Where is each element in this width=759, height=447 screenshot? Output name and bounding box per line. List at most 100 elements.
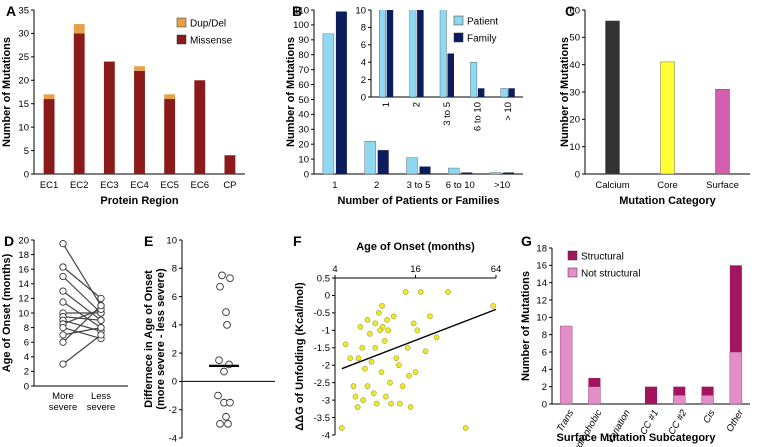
- panel-a-x-tick-label: EC6: [191, 180, 209, 191]
- panel-f-y-tick-label: -1.5: [314, 343, 330, 354]
- panel-e-point: [224, 420, 232, 428]
- panel-b-inset-bar-patient: [439, 10, 447, 97]
- panel-b-x-tick-label: 6 to 10: [446, 180, 475, 191]
- panel-a-y-tick-label: 10: [18, 122, 29, 133]
- panel-a-ylabel: Number of Mutations: [1, 37, 13, 147]
- panel-d-point-less-severe: [97, 302, 105, 310]
- panel-f-point: [414, 327, 421, 334]
- panel-b-inset-bar-family: [447, 53, 454, 97]
- panel-a-bar-missense: [164, 99, 176, 174]
- panel-c-y-tick-label: 30: [569, 87, 580, 98]
- panel-f-point: [445, 289, 451, 295]
- panel-b-bar-patient: [322, 33, 335, 175]
- panel-a-x-tick-label: EC5: [160, 180, 178, 191]
- panel-g-y-tick-label: 16: [536, 261, 547, 272]
- panel-g-legend-not-structural-swatch: [567, 267, 578, 278]
- panel-e-point: [223, 321, 231, 329]
- panel-b-y-tick-label: 80: [298, 50, 309, 61]
- panel-label-b: B: [292, 3, 302, 19]
- panel-d-pair-line: [62, 305, 102, 343]
- panel-d-x-tick-line: severe: [49, 402, 78, 413]
- panel-d-x-tick-label: More severe: [49, 391, 78, 413]
- panel-f-y-tick-label: -2.5: [314, 378, 330, 389]
- panel-d-y-tick-label: 6: [24, 338, 29, 349]
- panel-b-xlabel: Number of Patients or Families: [338, 195, 500, 207]
- panel-b-x-tick-label: 3 to 5: [407, 180, 431, 191]
- panel-b-inset-y-tick-label: 10: [355, 5, 366, 16]
- panel-g-x-tick-label: Cis: [701, 408, 718, 426]
- panel-b-inset-bar-family: [386, 10, 394, 97]
- panel-c-x-tick-label: Calcium: [595, 180, 629, 191]
- panel-a-x-tick-label: EC4: [130, 180, 148, 191]
- panel-b-legend-patient-label: Patient: [467, 17, 498, 28]
- panel-f-y-tick-label: 0.5: [317, 273, 330, 284]
- panel-f-point: [427, 313, 433, 320]
- panel-d-y-tick-label: 12: [18, 294, 29, 305]
- panel-f-point: [379, 303, 385, 309]
- panel-d-point-less-severe: [97, 294, 105, 303]
- panel-d-y-tick-label: 8: [24, 323, 29, 334]
- panel-d-y-tick-label: 0: [24, 381, 29, 392]
- panel-e-point: [220, 367, 228, 376]
- panel-b-y-tick-label: 40: [298, 110, 309, 121]
- panel-f-point: [375, 310, 382, 316]
- panel-g-bar-not-structural: [729, 351, 743, 405]
- panel-b-y-tick-label: 20: [298, 139, 309, 150]
- panel-g-x-tick-label: Trans: [555, 408, 576, 434]
- panel-b-inset-bar-family: [508, 88, 515, 97]
- panel-e-point: [218, 271, 226, 280]
- panel-label-f: F: [293, 233, 302, 249]
- panel-a-y-tick-label: 0: [24, 169, 29, 180]
- panel-e-y-tick-label: 2: [172, 348, 177, 359]
- panel-f-point: [362, 365, 368, 372]
- panel-f-point: [354, 404, 361, 410]
- panel-b-y-tick-label: 50: [298, 95, 309, 106]
- panel-g-y-tick-label: 14: [536, 278, 547, 289]
- panel-b-inset-bar-patient: [379, 10, 386, 97]
- panel-d-x-tick-line: Less: [91, 391, 111, 402]
- panel-a-y-tick-label: 30: [18, 29, 29, 40]
- panel-b-y-tick-label: 100: [293, 20, 309, 31]
- panel-f-y-tick-label: -4: [322, 430, 330, 441]
- panel-d-point-less-severe: [97, 323, 105, 332]
- panel-e-ylabel-line: Differnece in Age of Onset: [143, 270, 155, 408]
- panel-d-y-tick-label: 2: [24, 367, 29, 378]
- panel-d-x-tick-line: More: [52, 391, 74, 402]
- panel-f-point: [410, 320, 417, 327]
- panel-d-y-tick-label: 10: [18, 308, 29, 319]
- panel-d-y-tick-label: 4: [24, 352, 29, 363]
- panel-d-point-more-severe: [59, 298, 67, 306]
- panel-d-x-tick-line: severe: [87, 402, 116, 413]
- panel-f-ylabel: ΔΔG of Unfolding (Kcal/mol): [294, 282, 306, 431]
- panel-f-point: [364, 317, 371, 323]
- panel-d-point-more-severe: [59, 338, 67, 346]
- panel-g-y-tick-label: 18: [536, 243, 547, 254]
- panel-f-point: [382, 393, 389, 400]
- panel-b-inset-bar-patient: [500, 88, 508, 97]
- panel-d-pair-line: [62, 290, 102, 321]
- panel-e-y-tick-label: 6: [172, 292, 177, 303]
- panel-a-bar-missense: [224, 155, 236, 174]
- panel-b-inset-x-tick-label: > 10: [503, 102, 514, 121]
- panel-f-point: [342, 341, 349, 348]
- panel-d-point-less-severe: [97, 316, 105, 324]
- panel-f-point: [395, 362, 402, 369]
- panel-f-y-tick-label: -3.5: [314, 413, 330, 424]
- panel-b-y-tick-label: 10: [298, 154, 309, 165]
- panel-g-y-tick-label: 2: [542, 382, 547, 393]
- panel-b-inset-bg: [371, 10, 523, 97]
- panel-f-point: [399, 383, 406, 390]
- panel-f-trendline: [341, 308, 497, 370]
- panel-c-ylabel: Number of Mutations: [559, 37, 571, 147]
- panel-g-bar-not-structural: [588, 386, 601, 405]
- panel-f-x-tick-label: 16: [410, 264, 421, 275]
- panel-f-point: [396, 400, 403, 407]
- panel-c-xlabel: Mutation Category: [619, 195, 716, 207]
- panel-f-point: [390, 313, 397, 320]
- panel-d-pair-line: [62, 243, 102, 307]
- panel-a-legend-dupdel-label: Dup/Del: [190, 19, 226, 30]
- panel-a-bar-dupdel: [43, 94, 55, 100]
- panel-c-y-tick-label: 40: [569, 60, 580, 71]
- panel-b-bar-family: [503, 172, 515, 174]
- panel-f-point: [404, 344, 411, 351]
